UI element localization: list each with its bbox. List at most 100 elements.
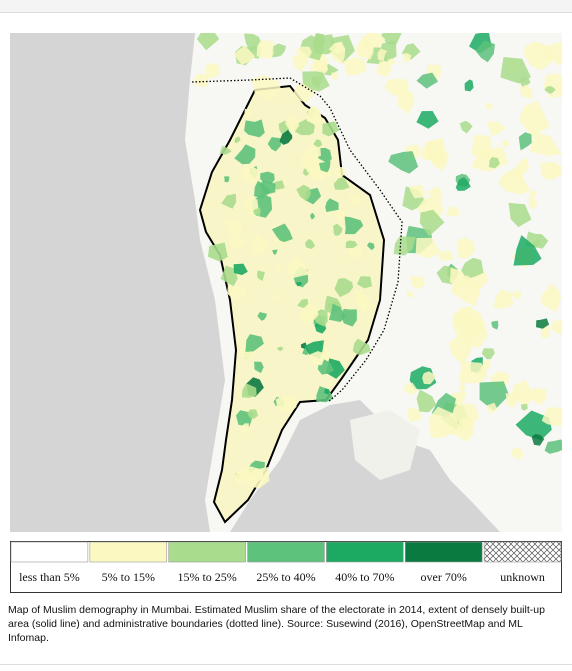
legend-label: 5% to 15% — [102, 570, 155, 584]
map-patch — [419, 209, 445, 237]
legend-frame — [10, 541, 562, 593]
map-patch — [381, 33, 402, 46]
map-patch — [310, 212, 315, 220]
map-patch — [416, 111, 439, 129]
map-patch — [313, 33, 326, 49]
map-patch — [306, 105, 322, 122]
map-patch — [257, 270, 265, 281]
map-patch — [328, 41, 345, 54]
map-patch — [276, 266, 283, 273]
map-patch — [352, 338, 371, 355]
map-patch — [553, 164, 562, 175]
map-patch — [275, 396, 297, 413]
map-patch — [459, 361, 488, 384]
map-patch — [309, 351, 325, 366]
map-patch — [344, 216, 364, 235]
map-patch — [271, 223, 293, 243]
map-patch — [513, 235, 542, 266]
map-patch — [416, 389, 437, 413]
legend-label: less than 5% — [19, 570, 80, 584]
map-patch — [521, 403, 528, 411]
map-patch — [253, 207, 261, 217]
map-patch — [461, 257, 484, 280]
map-patch — [325, 170, 334, 177]
map-patch — [520, 77, 531, 88]
map-patch — [334, 166, 347, 179]
island — [350, 410, 420, 480]
map-patch — [325, 358, 345, 379]
map-patch — [223, 218, 243, 238]
legend-swatch — [404, 541, 483, 563]
patches — [193, 33, 562, 489]
map-patch — [355, 292, 369, 307]
bottom-rule — [0, 664, 572, 665]
map-patch — [357, 276, 373, 289]
map-patch — [272, 180, 285, 190]
map-patch — [407, 407, 422, 422]
map-patch — [260, 171, 275, 185]
map-patch — [244, 119, 265, 138]
legend-label: 25% to 40% — [256, 570, 315, 584]
map-patch — [515, 410, 552, 441]
map-patch — [285, 116, 300, 133]
map-patch — [241, 383, 257, 398]
legend-swatch — [89, 541, 168, 563]
map-patch — [455, 177, 471, 191]
map-patch — [334, 278, 354, 298]
map-patch — [254, 361, 264, 374]
map-patch — [274, 294, 281, 301]
map-patch — [501, 139, 511, 148]
map-patch — [272, 249, 278, 256]
map-patch — [239, 423, 249, 434]
map-patch — [220, 265, 238, 287]
map-patch — [488, 157, 500, 169]
map-patch — [518, 132, 532, 151]
map-patch — [247, 467, 270, 489]
map-patch — [271, 43, 286, 58]
map-patch — [457, 237, 476, 259]
map-patch — [508, 202, 532, 228]
top-bar — [0, 0, 572, 13]
map-patch — [481, 348, 495, 360]
map-patch — [486, 121, 506, 137]
map-patch — [519, 84, 533, 99]
map-patch — [459, 120, 473, 134]
map-patch — [458, 307, 469, 322]
map-patch — [393, 236, 416, 256]
map-patch — [302, 71, 330, 92]
map-patch — [252, 233, 270, 255]
map-patch — [318, 147, 332, 163]
map-patch — [402, 382, 419, 396]
map-patch — [267, 137, 282, 152]
map-patch — [388, 151, 419, 174]
map-patch — [356, 35, 374, 60]
map-patch — [498, 166, 531, 195]
map-patch — [551, 320, 562, 335]
map-patch — [229, 234, 246, 251]
map-patch — [471, 146, 509, 173]
map-patch — [445, 206, 461, 217]
map-patch — [305, 238, 316, 249]
map-patch — [325, 198, 339, 213]
map-patch — [333, 175, 350, 190]
map-patch — [540, 283, 561, 312]
map-patch — [233, 263, 248, 276]
map-patch — [452, 275, 480, 307]
map-patch — [345, 240, 358, 249]
map-patch — [349, 193, 362, 206]
map-patch — [205, 62, 221, 79]
map-patch — [219, 145, 232, 155]
map-patch — [243, 33, 261, 51]
map-patch — [384, 78, 409, 96]
map-patch — [448, 335, 471, 366]
map-patch — [245, 334, 264, 352]
map-patch — [279, 129, 293, 145]
map-patch — [239, 164, 259, 184]
map-patch — [319, 160, 331, 173]
legend-swatch — [483, 541, 562, 563]
map-patch — [491, 320, 499, 330]
map-patch — [331, 72, 339, 81]
map-patch — [402, 53, 412, 62]
map-patch — [326, 210, 333, 217]
map-patch — [530, 388, 547, 405]
